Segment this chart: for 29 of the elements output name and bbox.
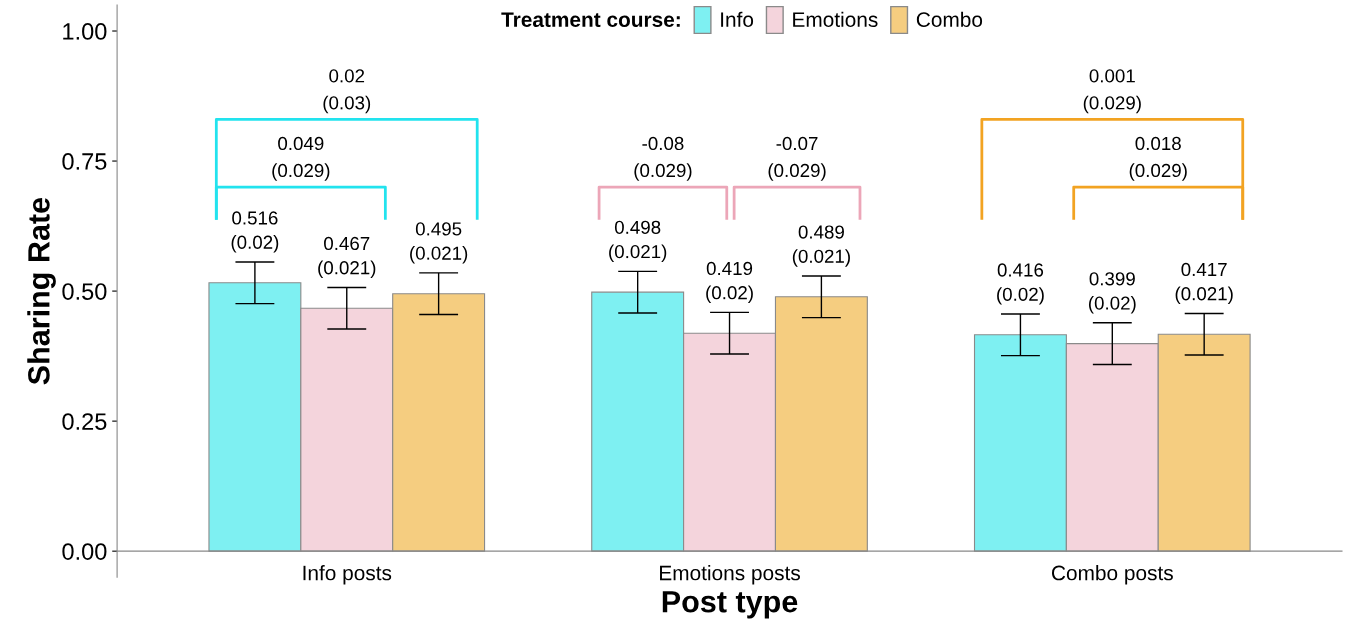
data-label: 0.419 (0.02): [706, 261, 753, 304]
y-tick-label: 1.00: [63, 23, 107, 40]
y-tick-label: 0.00: [62, 543, 107, 560]
y-tick-label: 0.75: [62, 153, 107, 170]
x-tick-label: Emotions posts: [660, 565, 800, 585]
x-tick-label: Combo posts: [1051, 565, 1173, 585]
y-tick-label: 0.50: [62, 283, 107, 300]
data-label: 0.467 (0.021): [318, 236, 376, 279]
data-label: 0.489 (0.021): [792, 225, 850, 267]
annotation: 0.02 (0.03): [323, 69, 371, 114]
data-label: 0.516 (0.02): [231, 211, 279, 253]
annotation: -0.07 (0.029): [768, 136, 826, 181]
legend-label: Emotions: [793, 11, 878, 28]
annotation: 0.049 (0.029): [272, 136, 330, 181]
data-label: 0.498 (0.021): [609, 220, 667, 262]
annotation: 0.018 (0.029): [1129, 136, 1187, 181]
data-label: 0.399 (0.02): [1088, 272, 1136, 314]
annotation: -0.08 (0.029): [634, 136, 692, 181]
legend-label: Info: [721, 11, 754, 28]
x-tick-label: Info posts: [303, 565, 392, 585]
x-axis-title: Post type: [662, 591, 798, 619]
legend-label: Combo: [916, 11, 983, 28]
data-label: 0.495 (0.021): [410, 222, 468, 264]
annotation: 0.001 (0.029): [1083, 69, 1141, 114]
data-label: 0.416 (0.02): [997, 263, 1044, 305]
y-axis-title: Sharing Rate: [27, 197, 56, 385]
data-label: 0.417 (0.021): [1175, 262, 1233, 305]
legend-title: Treatment course:: [501, 12, 680, 28]
y-tick-label: 0.25: [62, 413, 107, 430]
